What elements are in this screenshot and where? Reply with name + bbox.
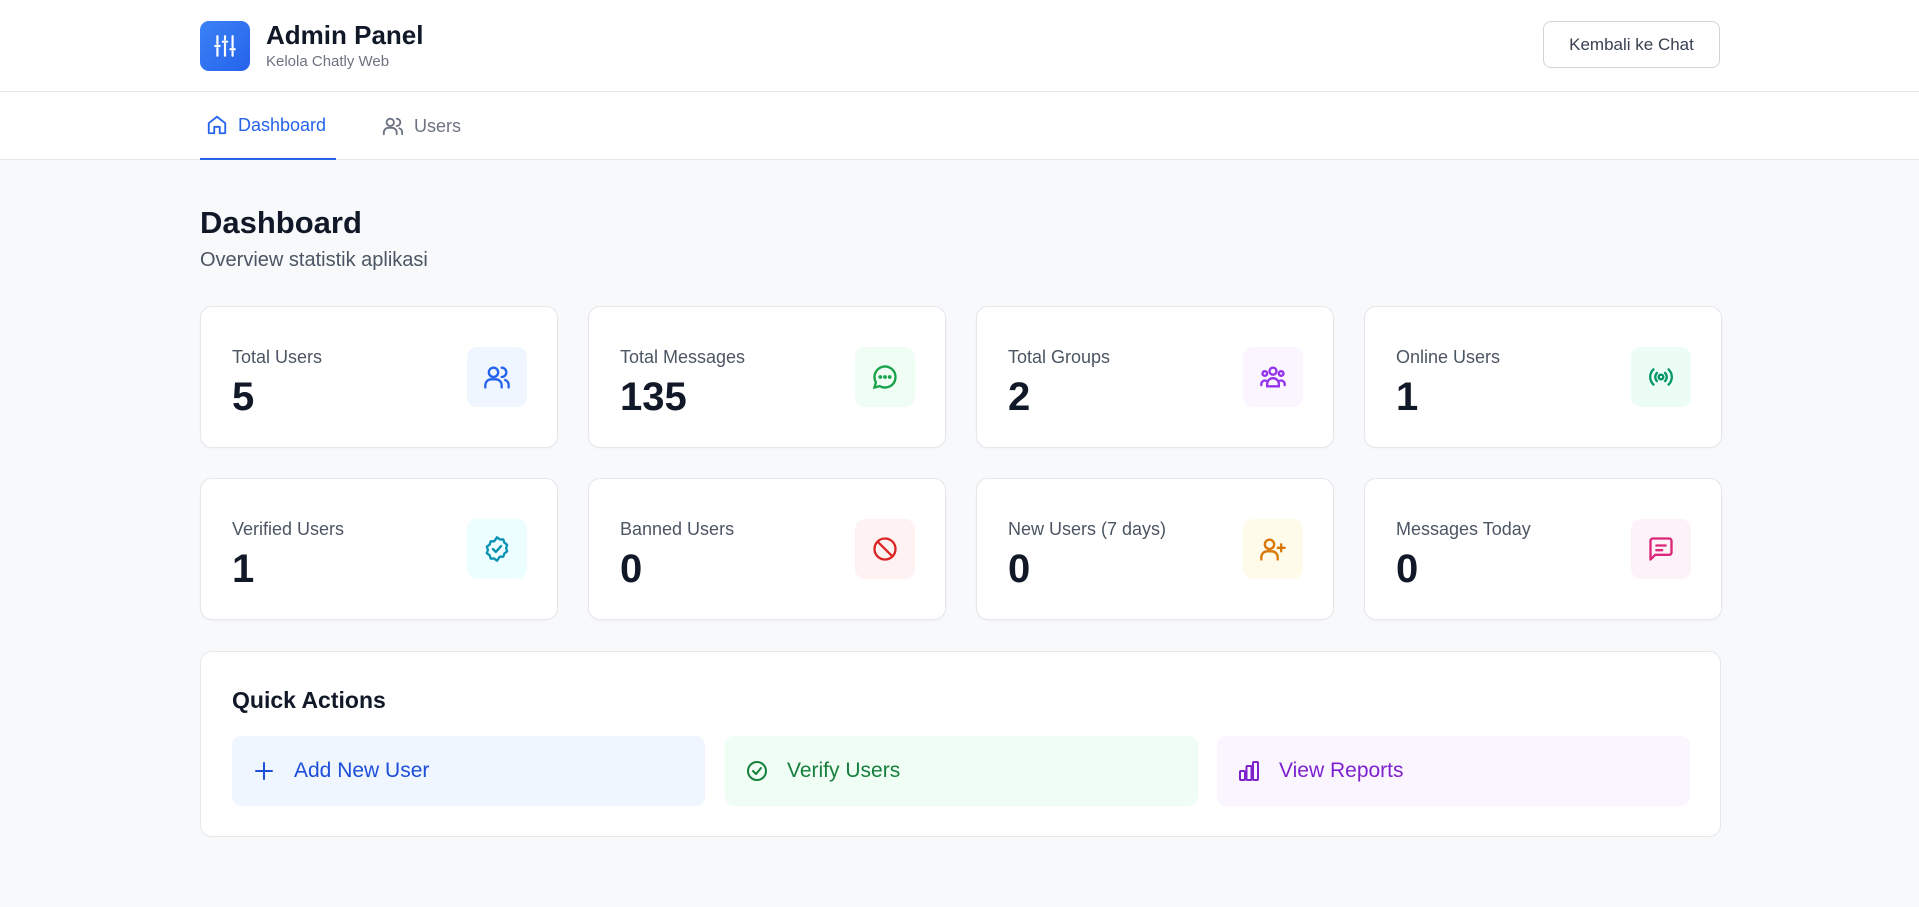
stat-value: 135: [620, 375, 687, 419]
stat-card-verified-users: Verified Users 1: [200, 478, 558, 620]
quick-actions-title: Quick Actions: [232, 687, 386, 713]
ban-icon: [855, 519, 915, 579]
stat-value: 0: [1008, 547, 1031, 591]
stat-card-online-users: Online Users 1: [1364, 306, 1722, 448]
stat-label: New Users (7 days): [1008, 519, 1167, 539]
stat-label: Banned Users: [620, 519, 735, 539]
add-new-user-button[interactable]: Add New User: [232, 736, 705, 806]
message-circle-icon: [855, 347, 915, 407]
tab-bar: Dashboard Users: [0, 92, 1919, 160]
page-subtitle: Overview statistik aplikasi: [200, 249, 428, 271]
tab-dashboard[interactable]: Dashboard: [200, 92, 336, 160]
stat-value: 1: [232, 547, 255, 591]
stat-value: 5: [232, 375, 255, 419]
group-icon: [1243, 347, 1303, 407]
verify-users-button[interactable]: Verify Users: [725, 736, 1198, 806]
stat-label: Total Groups: [1008, 347, 1111, 367]
quick-actions-panel: Quick Actions Add New User Verify Users …: [200, 651, 1721, 837]
back-to-chat-button[interactable]: Kembali ke Chat: [1543, 21, 1720, 68]
quick-action-label: Add New User: [294, 759, 430, 782]
stat-card-banned-users: Banned Users 0: [588, 478, 946, 620]
stat-label: Verified Users: [232, 519, 345, 539]
stat-card-total-users: Total Users 5: [200, 306, 558, 448]
app-header: Admin Panel Kelola Chatly Web Kembali ke…: [0, 0, 1919, 92]
check-circle-icon: [747, 761, 767, 781]
home-icon: [207, 115, 227, 135]
message-square-icon: [1631, 519, 1691, 579]
quick-action-label: Verify Users: [787, 759, 901, 782]
sliders-icon: [200, 21, 250, 71]
stat-value: 2: [1008, 375, 1031, 419]
stat-card-total-groups: Total Groups 2: [976, 306, 1334, 448]
user-plus-icon: [1243, 519, 1303, 579]
tab-label: Dashboard: [238, 114, 327, 135]
stat-card-new-users: New Users (7 days) 0: [976, 478, 1334, 620]
view-reports-button[interactable]: View Reports: [1217, 736, 1690, 806]
stat-card-messages-today: Messages Today 0: [1364, 478, 1722, 620]
stat-label: Online Users: [1396, 347, 1501, 367]
tab-users[interactable]: Users: [382, 92, 461, 160]
page-title: Dashboard: [200, 205, 362, 240]
stat-value: 0: [1396, 547, 1419, 591]
tab-label: Users: [414, 115, 462, 136]
plus-icon: [255, 762, 273, 780]
stat-label: Total Messages: [620, 347, 746, 367]
quick-action-label: View Reports: [1279, 759, 1404, 782]
app-subtitle: Kelola Chatly Web: [266, 53, 390, 70]
stat-value: 1: [1396, 375, 1419, 419]
radio-icon: [1631, 347, 1691, 407]
bar-chart-icon: [1239, 761, 1259, 781]
users-icon: [467, 347, 527, 407]
stat-label: Total Users: [232, 347, 323, 367]
stat-label: Messages Today: [1396, 519, 1531, 539]
stat-card-total-messages: Total Messages 135: [588, 306, 946, 448]
badge-check-icon: [467, 519, 527, 579]
stat-value: 0: [620, 547, 643, 591]
users-icon: [382, 117, 404, 136]
app-title: Admin Panel: [266, 20, 424, 50]
brand: Admin Panel Kelola Chatly Web: [200, 20, 423, 72]
